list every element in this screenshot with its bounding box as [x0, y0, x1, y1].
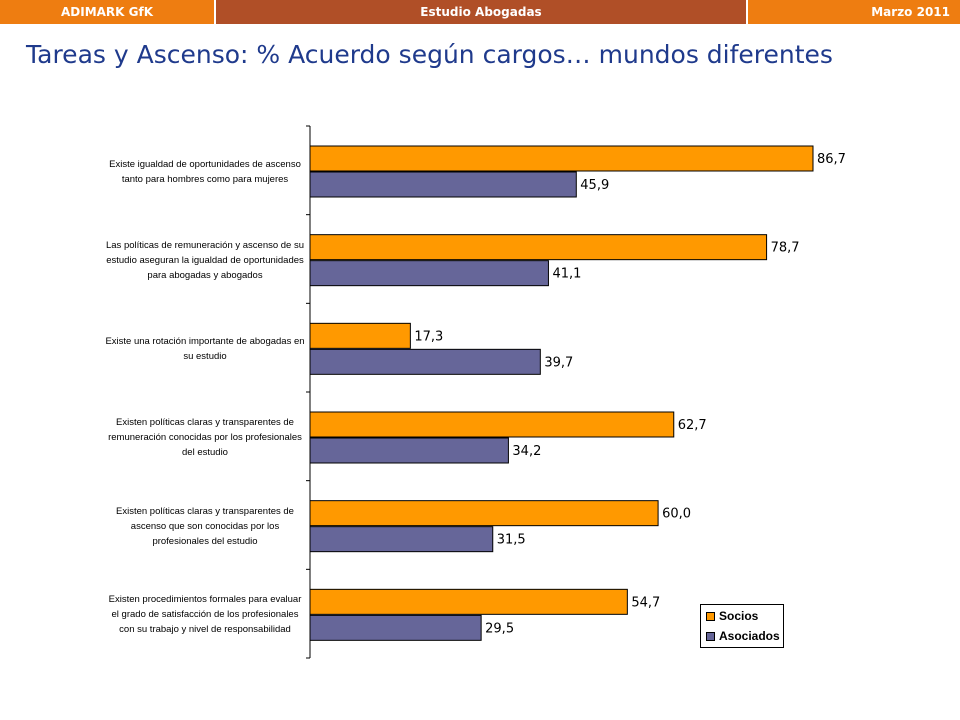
bar-asociados-1	[309, 260, 549, 287]
data-label-socios-2: 17,3	[414, 329, 443, 344]
data-label-socios-1: 78,7	[771, 241, 800, 256]
bar-asociados-2	[309, 348, 541, 375]
data-label-asociados-5: 29,5	[485, 621, 514, 636]
category-label-1: Las políticas de remuneración y ascenso …	[105, 239, 305, 281]
category-label-3: Existen políticas claras y transparentes…	[108, 417, 302, 458]
legend-swatch-socios	[706, 611, 715, 621]
bar-socios-5	[309, 588, 628, 615]
bar-asociados-4	[309, 526, 494, 553]
bar-socios-4	[309, 500, 659, 527]
category-label-0: Existe igualdad de oportunidades de asce…	[109, 158, 301, 185]
legend-label-asociados: Asociados	[719, 629, 780, 643]
data-label-socios-5: 54,7	[631, 595, 660, 610]
bar-socios-1	[309, 234, 768, 261]
data-label-asociados-1: 41,1	[552, 267, 581, 282]
chart-legend: Socios Asociados	[700, 604, 784, 648]
bar-socios-0	[309, 145, 814, 172]
header-bar: ADIMARK GfK Estudio Abogadas Marzo 2011	[0, 0, 960, 24]
category-label-5: Existen procedimientos formales para eva…	[108, 594, 302, 636]
category-label-4: Existen políticas claras y transparentes…	[116, 505, 294, 547]
bar-asociados-3	[309, 437, 509, 464]
category-label-2: Existe una rotación importante de abogad…	[105, 335, 305, 362]
legend-item-asociados: Asociados	[701, 627, 783, 645]
legend-item-socios: Socios	[701, 607, 783, 625]
bar-socios-3	[309, 411, 675, 438]
legend-swatch-asociados	[706, 631, 715, 641]
data-label-socios-3: 62,7	[678, 418, 707, 433]
bar-socios-2	[309, 322, 411, 349]
data-label-asociados-0: 45,9	[580, 178, 609, 193]
data-label-asociados-2: 39,7	[544, 355, 573, 370]
legend-label-socios: Socios	[719, 609, 759, 623]
data-label-asociados-3: 34,2	[512, 444, 541, 459]
page-title: Tareas y Ascenso: % Acuerdo según cargos…	[26, 40, 833, 69]
data-label-socios-0: 86,7	[817, 152, 846, 167]
bar-asociados-5	[309, 614, 482, 641]
header-study: Estudio Abogadas	[214, 0, 748, 24]
data-label-asociados-4: 31,5	[497, 533, 526, 548]
bar-asociados-0	[309, 171, 577, 198]
header-company: ADIMARK GfK	[0, 0, 214, 24]
header-date: Marzo 2011	[748, 0, 960, 24]
data-label-socios-4: 60,0	[662, 507, 691, 522]
